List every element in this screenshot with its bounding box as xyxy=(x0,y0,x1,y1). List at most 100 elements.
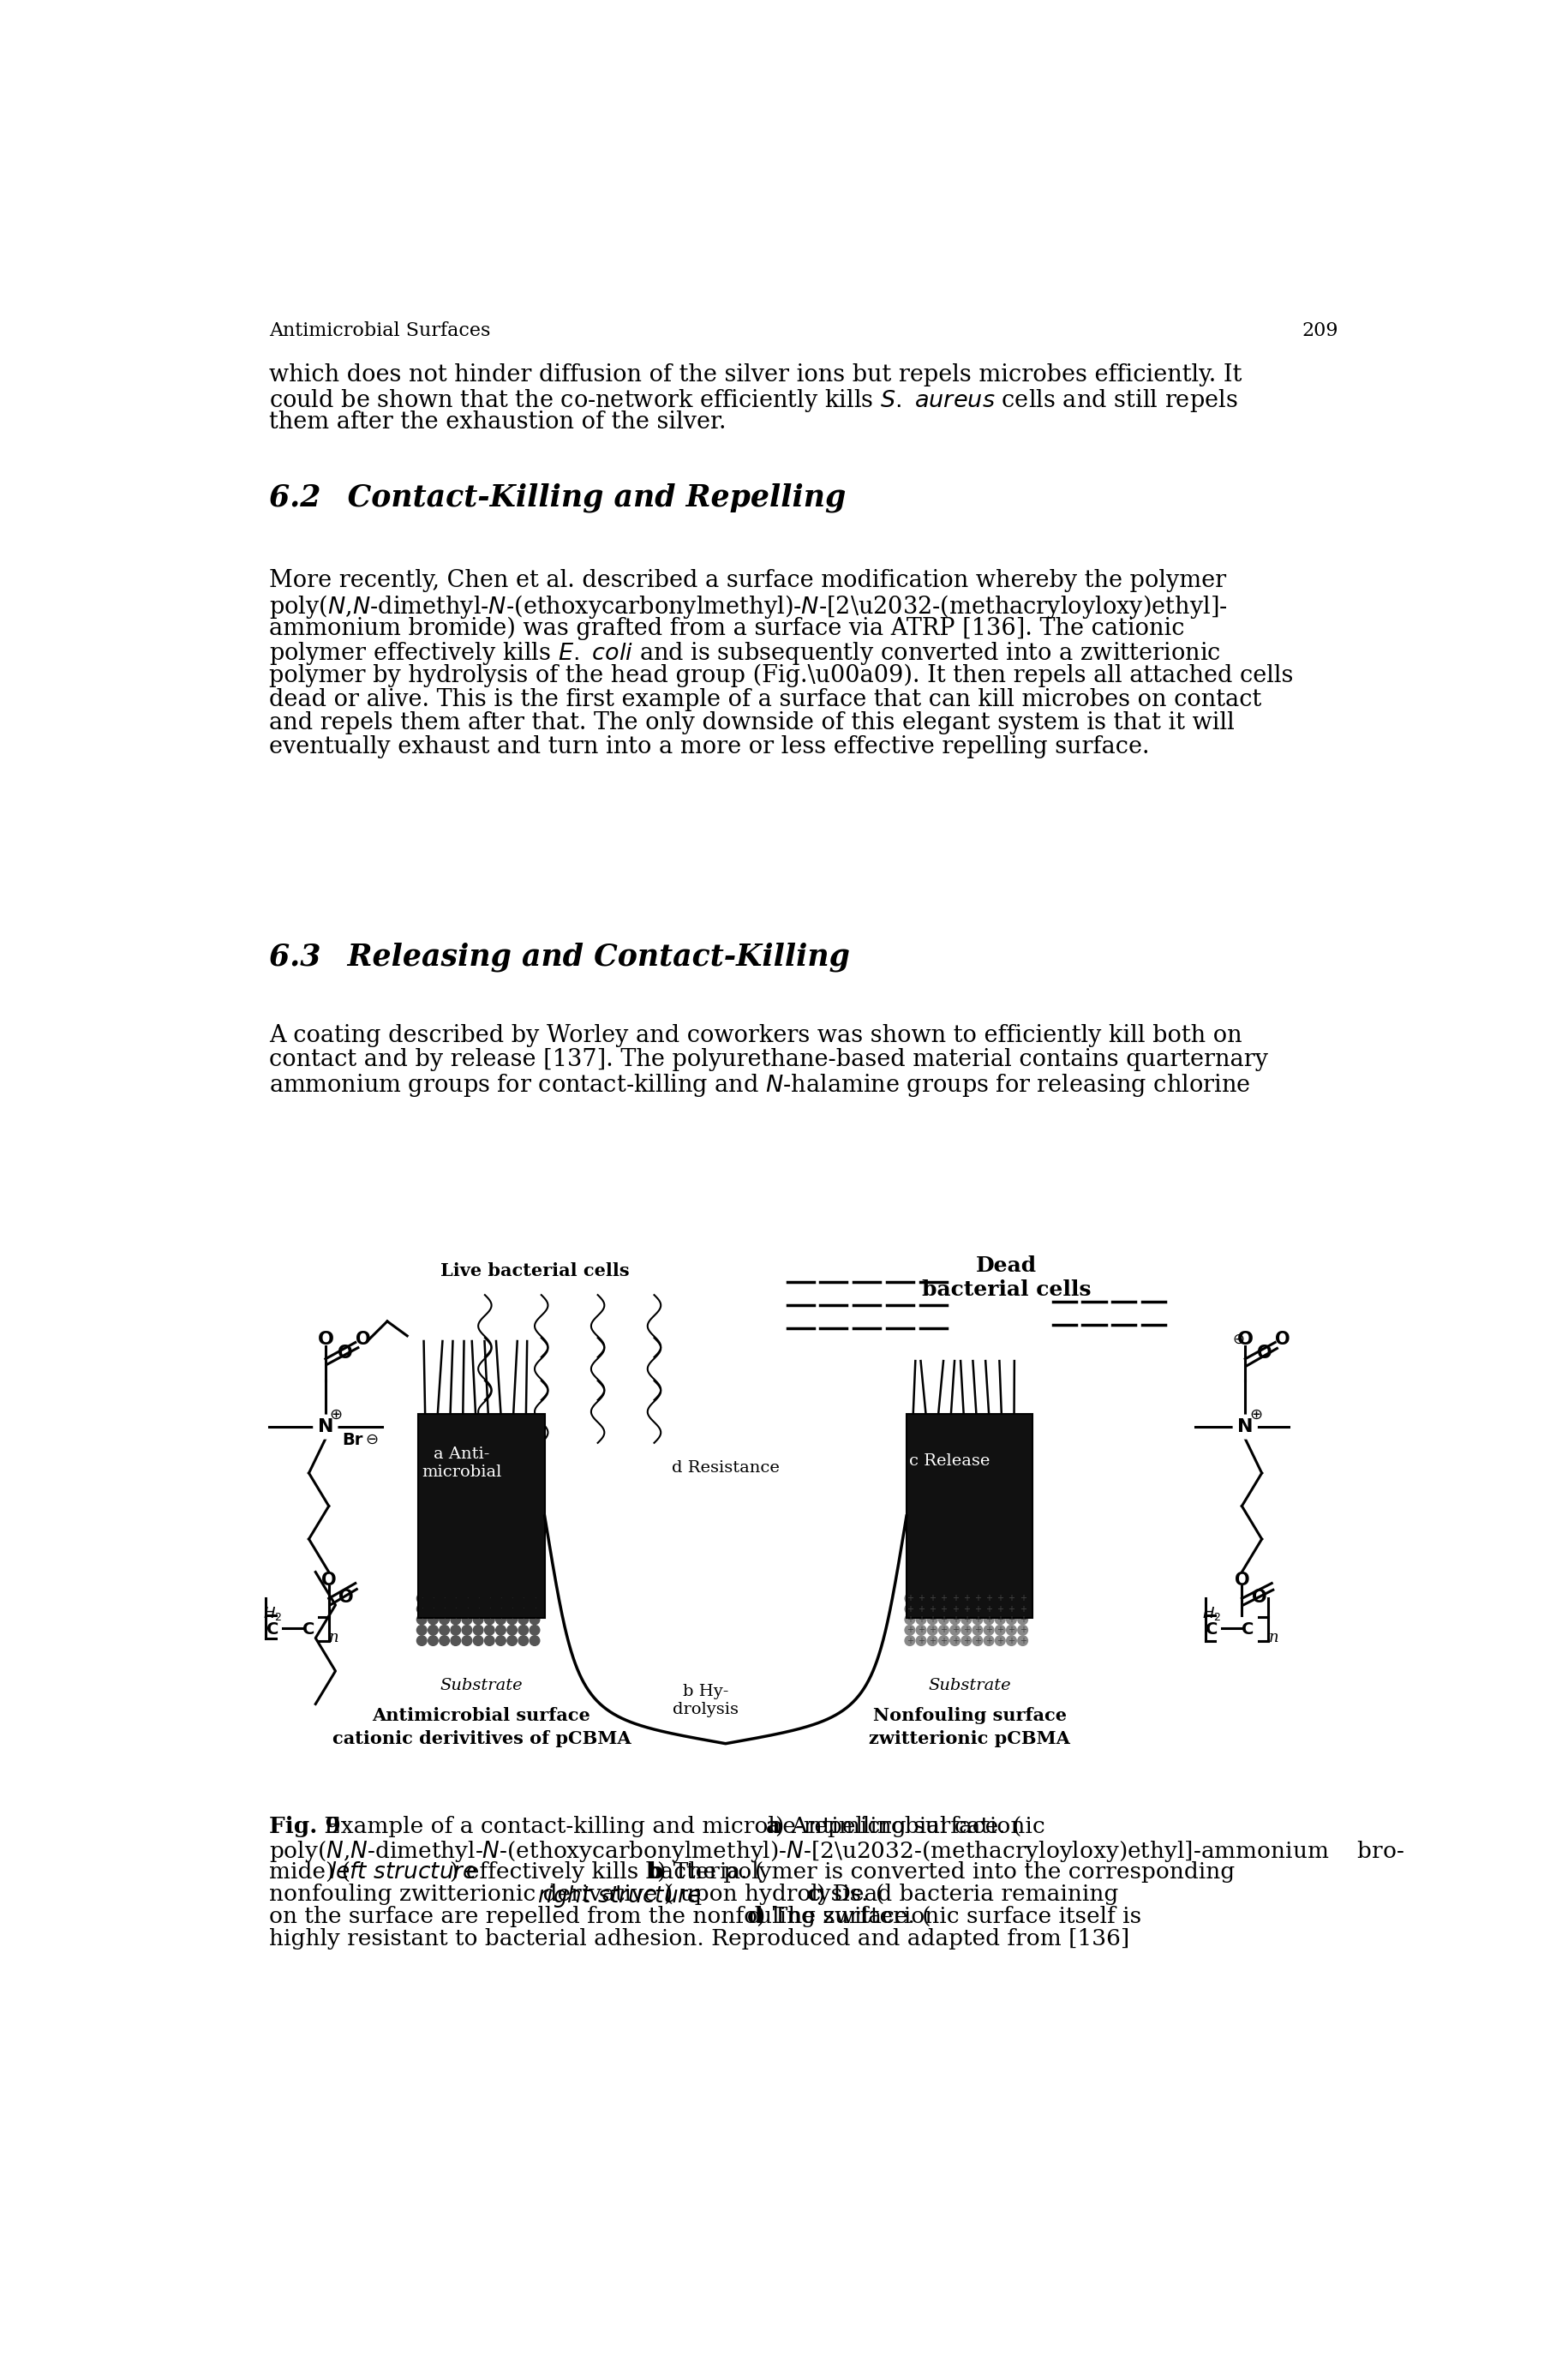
Text: Antimicrobial surface
cationic derivitives of pCBMA: Antimicrobial surface cationic derivitiv… xyxy=(332,1707,630,1748)
Text: +: + xyxy=(952,1636,958,1646)
Text: +: + xyxy=(997,1636,1004,1646)
Circle shape xyxy=(916,1593,927,1603)
Text: 209: 209 xyxy=(1301,321,1338,340)
Text: b Hy-
drolysis: b Hy- drolysis xyxy=(673,1684,739,1717)
Text: c: c xyxy=(808,1883,820,1905)
Text: +: + xyxy=(917,1636,925,1646)
Text: +: + xyxy=(997,1615,1004,1624)
Text: +: + xyxy=(917,1605,925,1612)
Circle shape xyxy=(916,1605,927,1615)
Text: ·: · xyxy=(522,1596,525,1603)
Text: +: + xyxy=(1008,1615,1014,1624)
Text: +: + xyxy=(985,1636,993,1646)
Text: +: + xyxy=(928,1593,936,1603)
Text: contact and by release [137]. The polyurethane-based material contains quarterna: contact and by release [137]. The polyur… xyxy=(270,1049,1269,1070)
Text: ·: · xyxy=(466,1605,469,1612)
Text: ammonium groups for contact-killing and $\it{N}$-halamine groups for releasing c: ammonium groups for contact-killing and … xyxy=(270,1072,1250,1099)
Circle shape xyxy=(972,1624,983,1636)
Text: ·: · xyxy=(488,1596,491,1603)
Text: +: + xyxy=(974,1593,982,1603)
Text: +: + xyxy=(928,1615,936,1624)
Circle shape xyxy=(463,1615,472,1624)
Circle shape xyxy=(450,1605,461,1615)
Text: $\it{left\ structure}$: $\it{left\ structure}$ xyxy=(329,1862,477,1883)
Bar xyxy=(419,1413,544,1619)
Text: +: + xyxy=(952,1627,958,1634)
Text: C: C xyxy=(1206,1622,1218,1638)
Circle shape xyxy=(439,1636,450,1646)
Circle shape xyxy=(495,1636,506,1646)
Text: +: + xyxy=(906,1605,913,1612)
Text: +: + xyxy=(941,1593,947,1603)
Circle shape xyxy=(463,1593,472,1603)
Text: +: + xyxy=(928,1605,936,1612)
Text: which does not hinder diffusion of the silver ions but repels microbes efficient: which does not hinder diffusion of the s… xyxy=(270,364,1242,385)
Text: 6.3   Releasing and Contact-Killing: 6.3 Releasing and Contact-Killing xyxy=(270,942,850,973)
Circle shape xyxy=(1018,1615,1027,1624)
Text: +: + xyxy=(1008,1593,1014,1603)
Circle shape xyxy=(530,1615,539,1624)
Circle shape xyxy=(530,1593,539,1603)
Text: +: + xyxy=(963,1615,969,1624)
Text: +: + xyxy=(1019,1636,1025,1646)
Text: ⊕: ⊕ xyxy=(329,1408,342,1422)
Circle shape xyxy=(506,1593,517,1603)
Circle shape xyxy=(530,1624,539,1636)
Text: +: + xyxy=(1008,1627,1014,1634)
Circle shape xyxy=(519,1593,528,1603)
Text: O: O xyxy=(337,1344,353,1363)
Text: Substrate: Substrate xyxy=(441,1676,524,1693)
Circle shape xyxy=(485,1624,494,1636)
Text: +: + xyxy=(1019,1615,1025,1624)
Text: ) Dead bacteria remaining: ) Dead bacteria remaining xyxy=(817,1883,1118,1905)
Circle shape xyxy=(950,1605,960,1615)
Text: +: + xyxy=(1019,1593,1025,1603)
Text: ·: · xyxy=(431,1596,434,1603)
Circle shape xyxy=(961,1636,971,1646)
Circle shape xyxy=(417,1624,426,1636)
Circle shape xyxy=(506,1605,517,1615)
Text: +: + xyxy=(917,1615,925,1624)
Text: n: n xyxy=(1269,1629,1278,1646)
Circle shape xyxy=(450,1615,461,1624)
Circle shape xyxy=(474,1615,483,1624)
Circle shape xyxy=(1018,1636,1027,1646)
Circle shape xyxy=(961,1593,971,1603)
Text: ·: · xyxy=(533,1605,536,1612)
Circle shape xyxy=(1018,1593,1027,1603)
Text: ·: · xyxy=(431,1615,434,1624)
Text: C: C xyxy=(1242,1622,1254,1638)
Text: ⊕: ⊕ xyxy=(1250,1408,1262,1422)
Text: c Release: c Release xyxy=(909,1453,989,1470)
Text: +: + xyxy=(985,1605,993,1612)
Text: N: N xyxy=(318,1417,334,1436)
Text: ·: · xyxy=(511,1615,513,1624)
Circle shape xyxy=(916,1624,927,1636)
Circle shape xyxy=(463,1624,472,1636)
Text: +: + xyxy=(906,1636,913,1646)
Circle shape xyxy=(417,1593,426,1603)
Text: ·: · xyxy=(420,1615,423,1624)
Text: ·: · xyxy=(500,1615,502,1624)
Text: ·: · xyxy=(477,1615,480,1624)
Text: +: + xyxy=(941,1627,947,1634)
Circle shape xyxy=(495,1593,506,1603)
Text: +: + xyxy=(963,1593,969,1603)
Circle shape xyxy=(916,1636,927,1646)
Circle shape xyxy=(939,1615,949,1624)
Text: ·: · xyxy=(444,1615,445,1624)
Text: b: b xyxy=(648,1862,663,1883)
Circle shape xyxy=(905,1624,914,1636)
Text: +: + xyxy=(997,1605,1004,1612)
Circle shape xyxy=(939,1636,949,1646)
Text: +: + xyxy=(1019,1627,1025,1634)
Text: ·: · xyxy=(511,1605,513,1612)
Circle shape xyxy=(1007,1636,1016,1646)
Circle shape xyxy=(1007,1605,1016,1615)
Text: +: + xyxy=(1008,1605,1014,1612)
Text: ·: · xyxy=(488,1605,491,1612)
Circle shape xyxy=(474,1624,483,1636)
Circle shape xyxy=(495,1605,506,1615)
Circle shape xyxy=(506,1636,517,1646)
Circle shape xyxy=(972,1593,983,1603)
